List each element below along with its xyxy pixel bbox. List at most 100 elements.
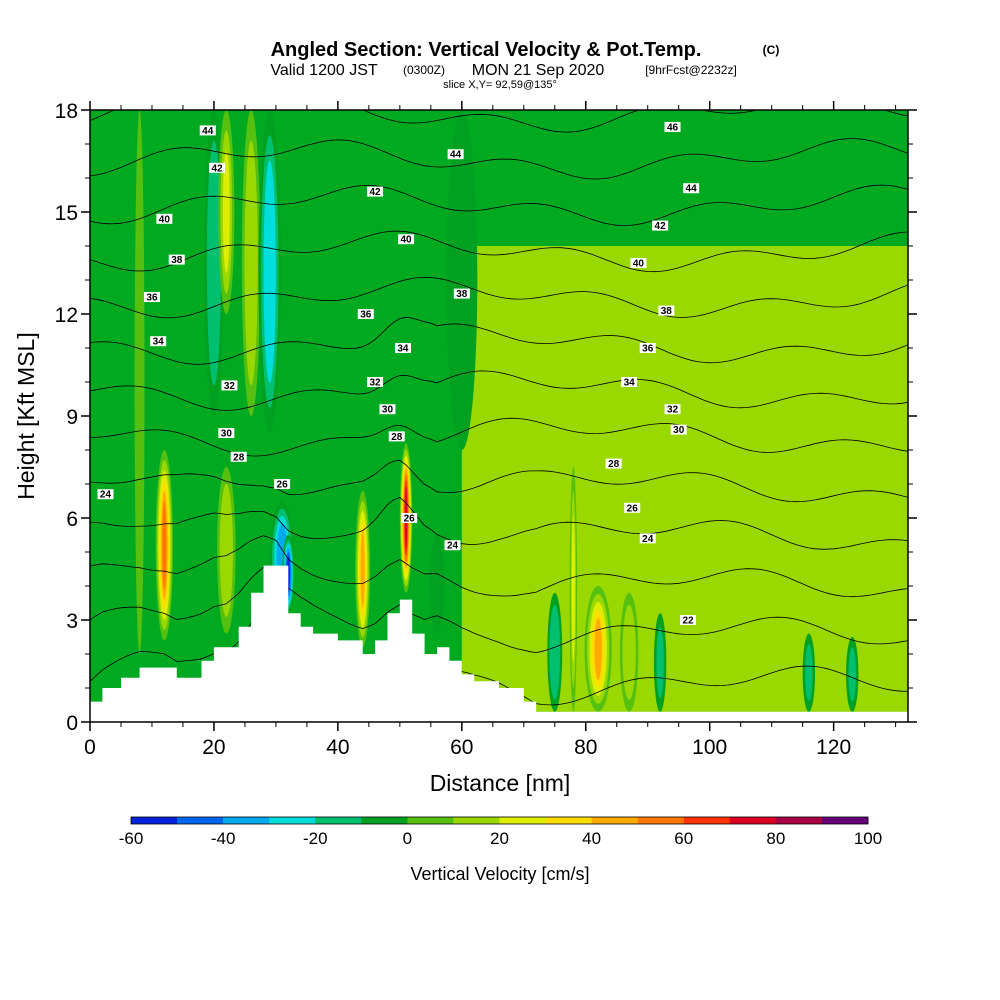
colorbar-tick-label: 80: [766, 829, 785, 848]
theta-label: 34: [394, 343, 411, 355]
theta-label-text: 32: [369, 378, 381, 389]
colorbar-swatch: [683, 817, 731, 824]
theta-contour-line: [90, 566, 908, 654]
y-tick-label: 0: [66, 712, 78, 735]
theta-label-text: 42: [211, 163, 223, 174]
theta-label-text: 34: [624, 378, 636, 389]
colorbar-tick-label: 0: [403, 829, 412, 848]
colorbar-label: Vertical Velocity [cm/s]: [410, 864, 589, 884]
theta-label-text: 38: [171, 255, 183, 266]
x-tick-label: 60: [450, 736, 473, 759]
theta-label-text: 30: [221, 429, 233, 440]
theta-contour-line: [90, 110, 908, 133]
theta-label: 36: [357, 309, 374, 321]
theta-label-text: 42: [369, 187, 381, 198]
terrain: [90, 565, 908, 722]
colorbar-swatch: [775, 817, 823, 824]
velocity-cell: [162, 501, 167, 590]
velocity-cell: [625, 616, 634, 688]
velocity-cell: [247, 171, 256, 355]
theta-label: 38: [168, 254, 185, 266]
chart-title: Angled Section: Vertical Velocity & Pot.…: [271, 39, 702, 61]
colorbar-tick-label: -60: [119, 829, 144, 848]
theta-label-text: 28: [608, 459, 620, 470]
x-tick-label: 20: [202, 736, 225, 759]
velocity-region: [461, 246, 908, 712]
x-axis-label: Distance [nm]: [430, 770, 571, 796]
theta-label-text: 38: [456, 289, 468, 300]
velocity-cell: [571, 515, 575, 663]
theta-label: 28: [388, 431, 405, 443]
y-tick-label: 6: [66, 508, 78, 531]
colorbar-tick-label: 20: [490, 829, 509, 848]
theta-label: 42: [652, 220, 669, 232]
theta-label-text: 44: [686, 184, 698, 195]
velocity-cell: [360, 530, 365, 608]
colorbar-swatch: [545, 817, 592, 824]
theta-label: 38: [658, 305, 675, 317]
velocity-cell: [848, 647, 856, 702]
theta-label-text: 24: [642, 534, 654, 545]
theta-contour-line: [90, 459, 908, 503]
theta-label-text: 42: [655, 221, 667, 232]
velocity-cell: [594, 618, 602, 680]
chart-title-suffix: (C): [763, 43, 780, 57]
x-tick-label: 0: [84, 736, 96, 759]
theta-contour-labels: 44 42 40 38 36 34 32 30 28 26 24 44 42 40 38 36 34 32 30 28…: [97, 122, 700, 627]
slice-info: slice X,Y= 92,59@135°: [443, 79, 557, 91]
theta-label: 34: [621, 377, 638, 389]
valid-time-d: [9hrFcst@2232z]: [645, 63, 737, 77]
theta-contour-line: [90, 497, 908, 550]
velocity-field: [134, 110, 908, 712]
theta-label-text: 44: [202, 126, 214, 137]
theta-label: 26: [624, 502, 641, 514]
theta-label: 44: [447, 149, 464, 161]
velocity-cell: [551, 616, 558, 688]
theta-label-text: 34: [397, 344, 409, 355]
y-tick-label: 9: [66, 406, 78, 429]
theta-label-text: 24: [447, 541, 459, 552]
theta-contour-line: [90, 230, 908, 273]
theta-label: 28: [605, 458, 622, 470]
colorbar-swatch: [729, 817, 777, 824]
valid-time-b: (0300Z): [403, 63, 445, 77]
y-tick-label: 18: [55, 100, 78, 123]
colorbar-frame: [130, 816, 869, 825]
y-tick-label: 12: [55, 304, 78, 327]
x-tick-label: 100: [692, 736, 727, 759]
theta-contours: [90, 110, 908, 706]
theta-label-text: 46: [667, 123, 679, 134]
x-tick-label: 40: [326, 736, 349, 759]
velocity-cell: [222, 500, 231, 601]
theta-label: 42: [367, 186, 384, 198]
colorbar-tick-label: 40: [582, 829, 601, 848]
theta-label: 36: [639, 343, 656, 355]
theta-label: 44: [199, 125, 216, 137]
velocity-cell: [222, 150, 230, 274]
colorbar-swatch: [591, 817, 638, 824]
theta-label: 36: [143, 292, 160, 304]
theta-label: 46: [664, 122, 681, 134]
velocity-cell: [452, 157, 472, 403]
velocity-cell: [656, 627, 664, 698]
theta-label: 38: [453, 288, 470, 300]
theta-label: 40: [156, 213, 173, 225]
theta-contour-line: [90, 370, 908, 411]
colorbar: -60 -40 -20 0 20 40 60 80 100: [119, 816, 882, 848]
theta-label-text: 30: [673, 425, 685, 436]
theta-label: 24: [639, 533, 656, 545]
theta-label-text: 44: [450, 150, 462, 161]
theta-label: 22: [680, 615, 697, 627]
colorbar-swatch: [453, 817, 500, 824]
colorbar-swatch: [637, 817, 685, 824]
colorbar-swatch: [315, 817, 362, 824]
velocity-cell: [265, 185, 274, 358]
theta-label: 24: [97, 489, 114, 501]
theta-contour-line: [90, 535, 908, 598]
colorbar-swatch: [177, 817, 224, 824]
theta-label: 30: [379, 404, 396, 416]
theta-label: 32: [664, 404, 681, 416]
colorbar-swatch: [407, 817, 454, 824]
colorbar-swatch: [131, 817, 178, 824]
